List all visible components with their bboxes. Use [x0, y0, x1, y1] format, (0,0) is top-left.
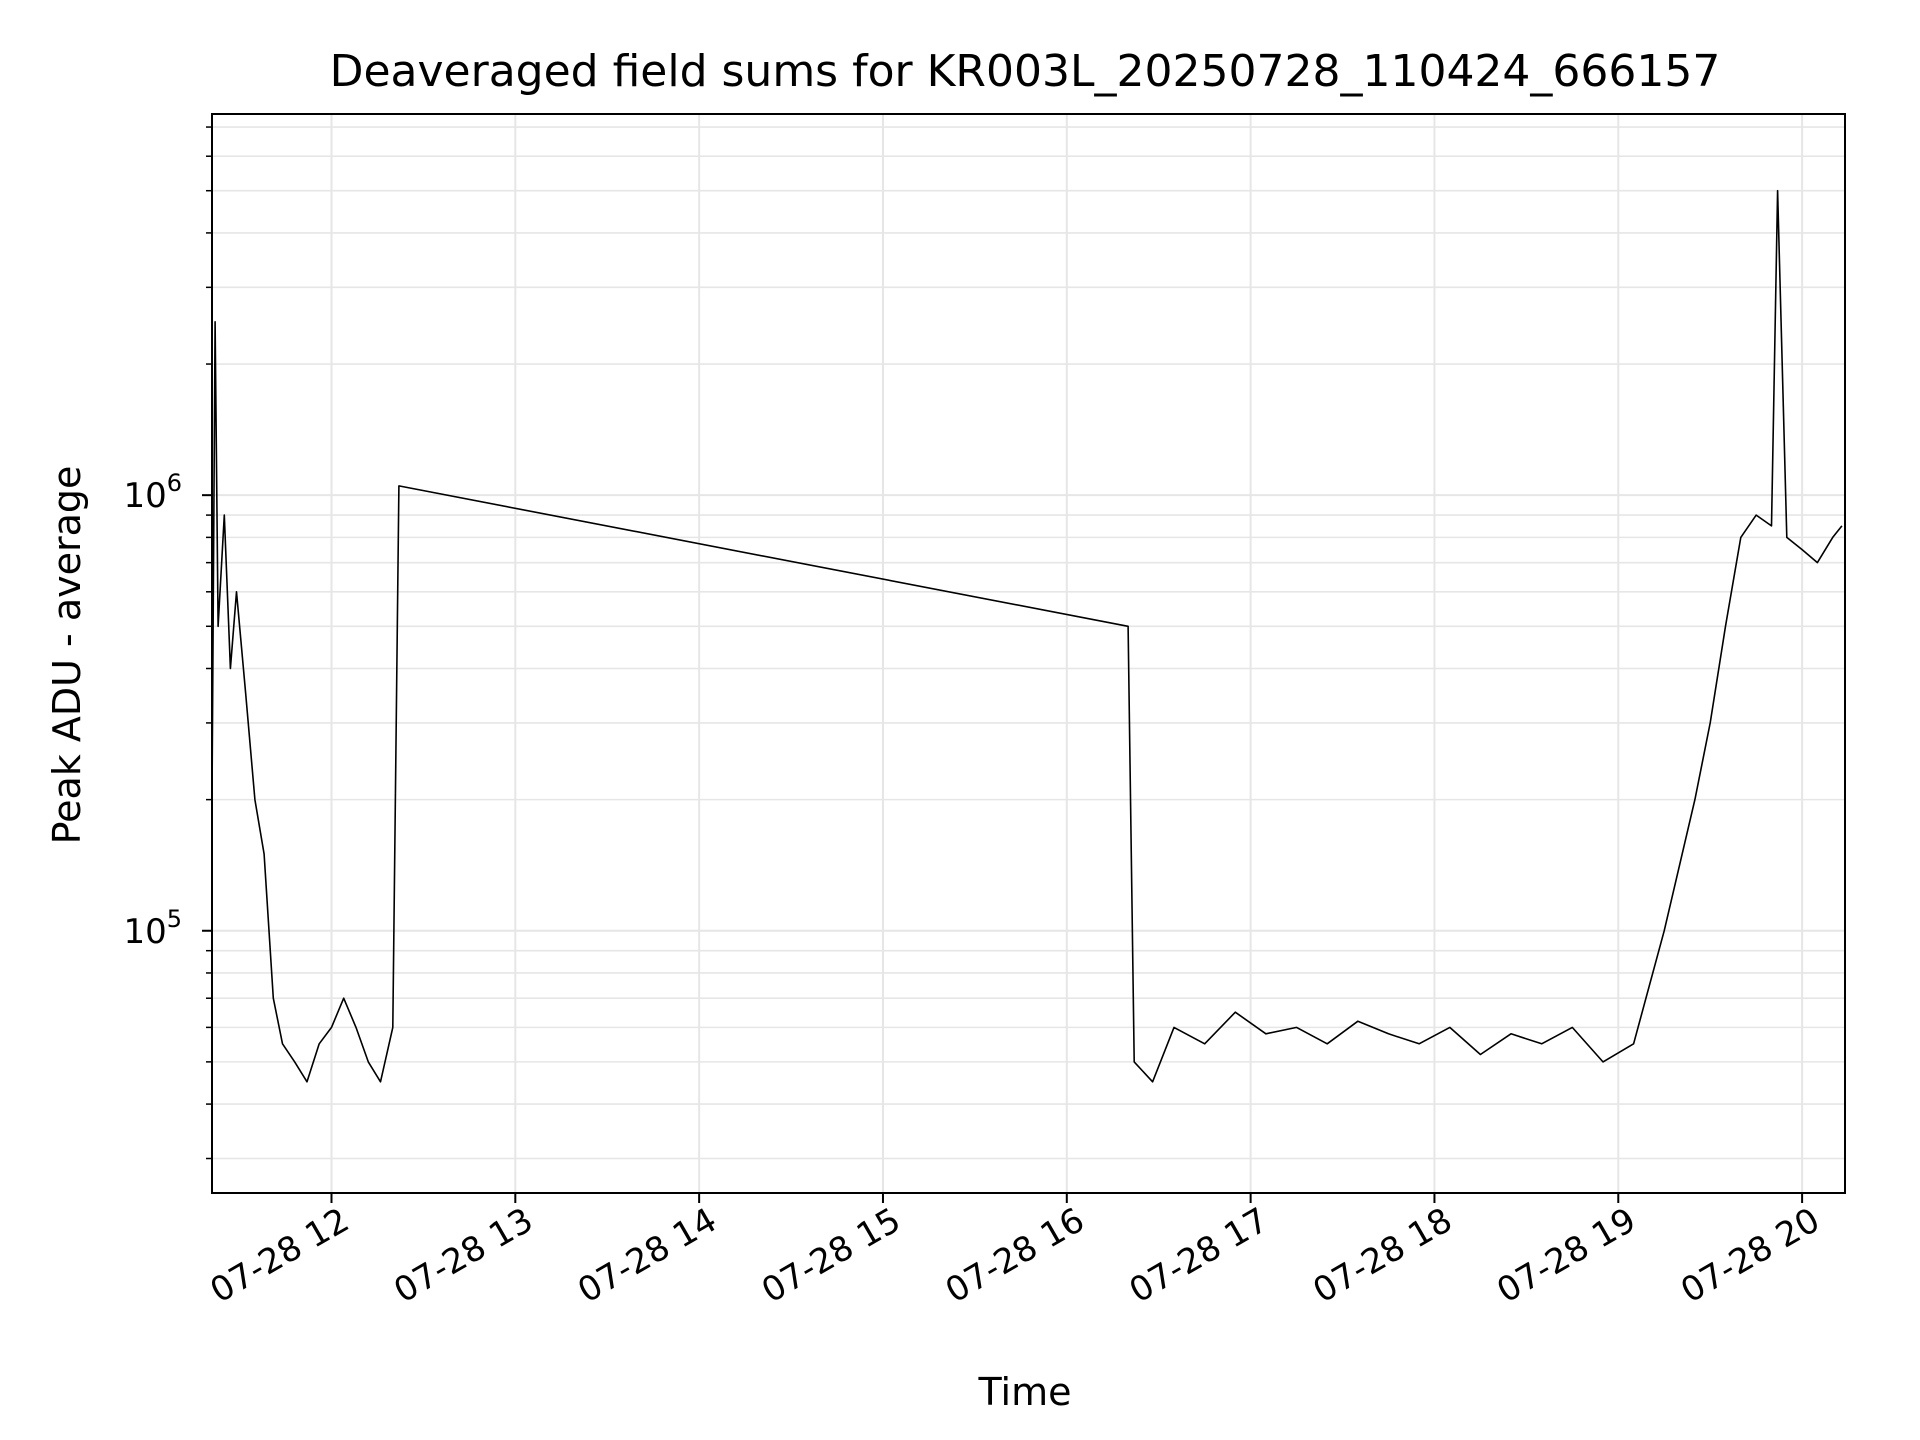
series-layer [211, 189, 1843, 1083]
y-tick-label: 105 [123, 905, 182, 952]
series-line-0 [211, 189, 1843, 1083]
x-tick-label: 07-28 16 [939, 1200, 1091, 1311]
x-tick-label: 07-28 15 [755, 1200, 907, 1311]
y-tick-label: 106 [123, 469, 182, 516]
x-tick-label: 07-28 19 [1490, 1200, 1642, 1311]
x-tick-label: 07-28 20 [1674, 1200, 1826, 1311]
y-axis: 105 106 [123, 126, 212, 1160]
x-tick-label: 07-28 12 [204, 1200, 356, 1311]
chart-title: Deaveraged field sums for KR003L_2025072… [330, 46, 1721, 97]
grid [212, 114, 1845, 1193]
x-tick-label: 07-28 13 [387, 1200, 539, 1311]
y-axis-label: Peak ADU - average [45, 466, 89, 845]
plot-frame [211, 113, 1846, 1194]
x-axis-label: Time [978, 1370, 1072, 1414]
x-tick-label: 07-28 14 [571, 1200, 723, 1311]
x-tick-label: 07-28 17 [1123, 1200, 1275, 1311]
x-tick-label: 07-28 18 [1307, 1200, 1459, 1311]
x-axis: 07-28 12 07-28 13 07-28 14 07-28 15 07-28 16… [204, 1193, 1827, 1311]
